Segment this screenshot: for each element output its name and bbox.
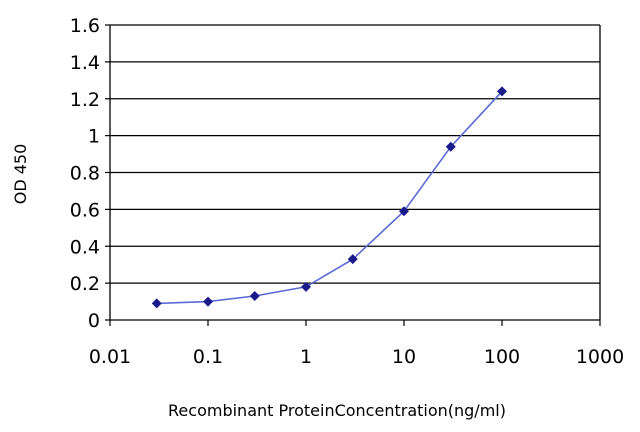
data-point bbox=[301, 281, 311, 292]
y-tick-label: 1 bbox=[88, 126, 100, 148]
y-tick-label: 0 bbox=[88, 310, 100, 332]
y-tick-labels: 0 0.2 0.4 0.6 0.8 1 1.2 1.4 1.6 bbox=[70, 15, 100, 332]
x-axis-title: Recombinant ProteinConcentration(ng/ml) bbox=[168, 401, 506, 420]
series-layer bbox=[151, 86, 507, 309]
data-point bbox=[445, 141, 456, 152]
x-tick-label: 1 bbox=[300, 346, 312, 368]
data-point bbox=[497, 86, 507, 97]
gridlines bbox=[110, 24, 600, 284]
y-tick-label: 1.6 bbox=[70, 15, 100, 37]
axes bbox=[105, 24, 601, 326]
data-point bbox=[347, 254, 358, 265]
y-tick-label: 0.6 bbox=[70, 199, 100, 221]
data-point bbox=[203, 296, 213, 307]
x-tick-label: 0.1 bbox=[193, 346, 223, 368]
y-axis-title: OD 450 bbox=[11, 144, 30, 205]
x-tick-label: 0.01 bbox=[89, 346, 131, 368]
y-tick-label: 0.8 bbox=[70, 163, 100, 185]
x-tick-labels: 0.01 0.1 1 10 100 1000 bbox=[89, 346, 624, 368]
y-tick-label: 0.2 bbox=[70, 273, 100, 295]
x-tick-label: 10 bbox=[392, 346, 416, 368]
x-tick-label: 1000 bbox=[576, 346, 624, 368]
data-point bbox=[151, 298, 162, 309]
y-tick-label: 1.4 bbox=[70, 52, 100, 74]
y-tick-label: 0.4 bbox=[70, 236, 100, 258]
data-point bbox=[249, 291, 260, 302]
y-tick-label: 1.2 bbox=[70, 89, 100, 111]
x-tick-label: 100 bbox=[484, 346, 520, 368]
data-point bbox=[399, 206, 409, 217]
series-line-0 bbox=[156, 90, 503, 305]
